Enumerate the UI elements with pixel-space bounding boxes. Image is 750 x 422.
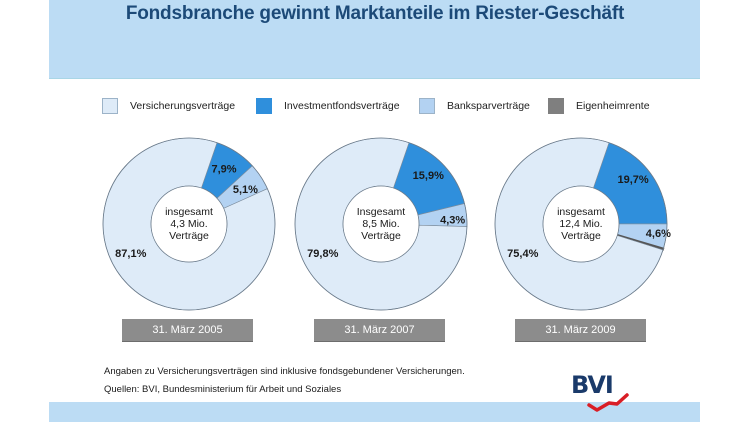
legend-swatch-investment xyxy=(256,98,272,114)
date-label-2009: 31. März 2009 xyxy=(515,319,646,342)
donut-center-label-line: 8,5 Mio. xyxy=(362,218,399,230)
donut-hole xyxy=(150,185,228,263)
donut-center-label-line: Verträge xyxy=(169,230,209,242)
legend-label: Investmentfondsverträge xyxy=(284,100,400,112)
slice-label-versicherung: 75,4% xyxy=(507,248,538,260)
donut-center-label-line: 12,4 Mio. xyxy=(559,218,602,230)
donut-hole xyxy=(542,185,620,263)
header-band xyxy=(49,0,700,79)
donut-center-label-line: insgesamt xyxy=(557,206,605,218)
legend-swatch-eigenheim xyxy=(548,98,564,114)
source-note: Quellen: BVI, Bundesministerium für Arbe… xyxy=(104,384,342,395)
bvi-logo: BVI xyxy=(571,371,641,413)
donut-center-label-line: Verträge xyxy=(361,230,401,242)
slice-label-banksparen: 4,3% xyxy=(440,214,465,226)
donut-hole xyxy=(342,185,420,263)
legend-label: Banksparverträge xyxy=(447,100,530,112)
slice-label-versicherung: 87,1% xyxy=(115,248,146,260)
date-label-2005: 31. März 2005 xyxy=(122,319,253,342)
legend-item-investment: Investmentfondsverträge xyxy=(256,97,400,115)
bvi-swoosh-icon xyxy=(587,393,629,412)
legend-swatch-banksparen xyxy=(419,98,435,114)
legend-label: Eigenheimrente xyxy=(576,100,650,112)
bvi-logo-text: BVI xyxy=(571,371,614,399)
donut-outline xyxy=(102,137,276,311)
donut-center-label-line: 4,3 Mio. xyxy=(170,218,207,230)
legend-item-versicherung: Versicherungsverträge xyxy=(102,97,235,115)
date-label-2007: 31. März 2007 xyxy=(314,319,445,342)
legend-label: Versicherungsverträge xyxy=(130,100,236,112)
chart-title: Fondsbranche gewinnt Marktanteile im Rie… xyxy=(125,3,625,24)
footnote: Angaben zu Versicherungsverträgen sind i… xyxy=(104,366,465,377)
donut-center-label-line: insgesamt xyxy=(165,206,213,218)
slice-label-investment: 7,9% xyxy=(212,163,237,175)
slice-label-versicherung: 79,8% xyxy=(307,248,338,260)
footer-band xyxy=(49,402,700,422)
legend-item-eigenheim: Eigenheimrente xyxy=(548,97,650,115)
slice-label-banksparen: 5,1% xyxy=(233,184,258,196)
donut-center-label-line: Insgesamt xyxy=(357,206,406,218)
slice-label-investment: 15,9% xyxy=(413,170,444,182)
slice-label-investment: 19,7% xyxy=(617,174,648,186)
legend-swatch-versicherung xyxy=(102,98,118,114)
donut-outline xyxy=(494,137,668,311)
donut-center-label-line: Verträge xyxy=(561,230,601,242)
donut-outline xyxy=(294,137,468,311)
legend-item-banksparen: Banksparverträge xyxy=(419,97,530,115)
slice-label-banksparen: 4,6% xyxy=(646,228,671,240)
